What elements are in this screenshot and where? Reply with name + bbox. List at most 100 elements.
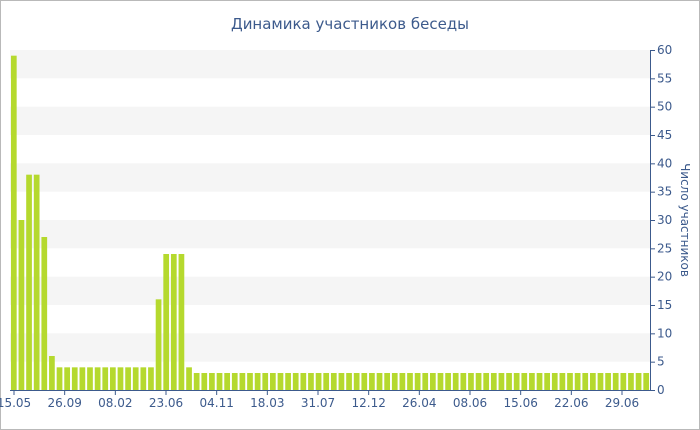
x-tick-label: 18.03 [250, 396, 284, 410]
bar [49, 356, 55, 390]
bar [582, 373, 589, 390]
bar [87, 367, 93, 390]
bar [567, 373, 573, 390]
bar [224, 373, 230, 390]
bars [10, 55, 650, 391]
x-tick-label: 15.06 [503, 396, 537, 410]
bar [590, 373, 596, 390]
bar [551, 373, 558, 390]
grid-band [10, 50, 650, 79]
y-tick-label: 35 [657, 185, 672, 199]
y-axis-label: Число участников [678, 163, 692, 277]
y-ticks: 0 5 10 15 20 25 30 35 40 45 50 55 60 [650, 43, 672, 397]
bar [513, 373, 520, 390]
y-tick-label: 45 [657, 128, 672, 142]
bar [315, 373, 322, 390]
bar [148, 367, 154, 390]
bar [376, 373, 383, 390]
x-tick-label: 04.11 [199, 396, 233, 410]
bar [620, 373, 627, 390]
grid-band [10, 276, 650, 305]
bar [369, 373, 375, 390]
bar [64, 367, 70, 390]
bar [330, 373, 337, 390]
y-tick-label: 50 [657, 100, 672, 114]
bar [262, 373, 269, 390]
bar [125, 367, 131, 390]
bar [300, 373, 307, 390]
grid-band [10, 333, 650, 362]
bar [521, 373, 528, 390]
grid-band [10, 106, 650, 135]
bar [544, 373, 550, 390]
bar [18, 220, 25, 390]
bar [483, 373, 490, 390]
bar [475, 373, 482, 390]
bar [407, 373, 413, 390]
bar [574, 373, 581, 390]
y-tick-label: 0 [657, 383, 665, 397]
bar [102, 367, 109, 390]
grid-bands [10, 50, 650, 362]
bar [41, 237, 48, 390]
bar [338, 373, 345, 390]
bar [605, 373, 611, 390]
bar [460, 373, 467, 390]
bar [399, 373, 406, 390]
bar [247, 373, 253, 390]
bar [71, 367, 78, 390]
bar [414, 373, 421, 390]
x-tick-label: 26.04 [402, 396, 436, 410]
bar [140, 367, 147, 390]
bar [308, 373, 314, 390]
x-ticks: 15.05 26.09 08.02 23.06 04.11 18.03 31.07 12.12… [0, 390, 639, 410]
bar [201, 373, 208, 390]
bar [270, 373, 276, 390]
bar [56, 367, 63, 390]
bar [163, 254, 170, 390]
bar [117, 367, 124, 390]
bar [597, 373, 604, 390]
bar [33, 174, 40, 390]
grid-band [10, 163, 650, 192]
bar [628, 373, 634, 390]
bar [132, 367, 139, 390]
bar [498, 373, 505, 390]
bar [231, 373, 238, 390]
chart-title: Динамика участников беседы [231, 15, 469, 33]
bar [468, 373, 474, 390]
bar [529, 373, 535, 390]
y-tick-label: 30 [657, 213, 672, 227]
bar [506, 373, 512, 390]
x-tick-label: 22.06 [554, 396, 588, 410]
bar [170, 254, 177, 390]
bar [559, 373, 566, 390]
bar [643, 373, 650, 390]
bar [635, 373, 642, 390]
bar [193, 373, 200, 390]
y-tick-label: 20 [657, 270, 672, 284]
x-tick-label: 08.02 [98, 396, 132, 410]
y-tick-label: 25 [657, 241, 672, 255]
bar [445, 373, 451, 390]
bar [384, 373, 390, 390]
bar [612, 373, 619, 390]
bar [422, 373, 429, 390]
bar [452, 373, 459, 390]
y-tick-label: 60 [657, 43, 672, 57]
bar [490, 373, 497, 390]
y-tick-label: 55 [657, 71, 672, 85]
bar [155, 299, 162, 390]
bar [277, 373, 284, 390]
x-tick-label: 08.06 [453, 396, 487, 410]
bar [391, 373, 398, 390]
y-tick-label: 40 [657, 156, 672, 170]
x-tick-label: 31.07 [301, 396, 335, 410]
x-tick-label: 23.06 [149, 396, 183, 410]
bar [79, 367, 86, 390]
grid-band [10, 220, 650, 249]
bar [437, 373, 444, 390]
bar [346, 373, 352, 390]
x-tick-label: 12.12 [351, 396, 385, 410]
bar [285, 373, 291, 390]
